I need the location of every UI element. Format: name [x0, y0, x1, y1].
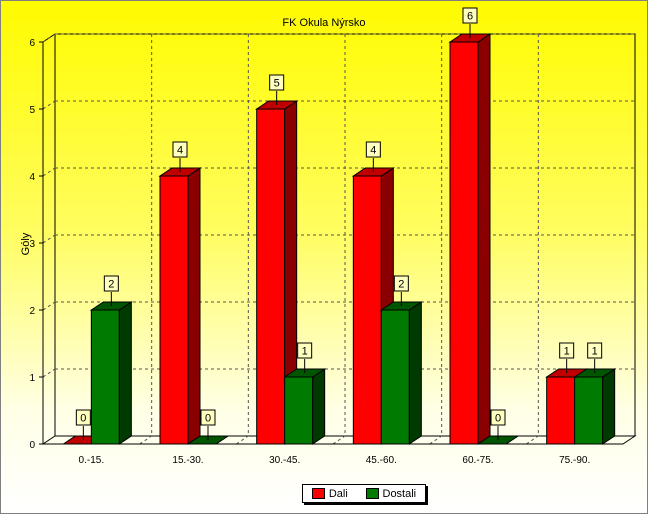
bar-side	[312, 368, 326, 445]
gridline-side	[42, 234, 56, 244]
bar-front	[256, 108, 286, 445]
data-label: 4	[177, 145, 183, 157]
data-label-box	[587, 342, 603, 359]
y-tick-label: 1	[29, 373, 35, 384]
chart-title: FK Okula Nýrsko	[282, 17, 365, 29]
data-label: 1	[564, 346, 570, 358]
x-tick-label: 0.-15.	[79, 455, 105, 466]
data-label-box	[297, 342, 313, 359]
gridline-side	[42, 100, 56, 110]
bar-dostali	[379, 301, 423, 445]
bar-dali	[448, 33, 492, 445]
data-label-box	[172, 141, 188, 158]
gridline-floor	[429, 435, 442, 445]
y-axis-label: Góly	[20, 232, 32, 255]
y-tick-label: 4	[29, 172, 35, 183]
data-label: 2	[398, 279, 404, 291]
data-label-box	[75, 409, 91, 426]
bar-side	[477, 33, 491, 445]
bar-front	[449, 41, 479, 445]
gridline-side	[42, 33, 56, 43]
data-label: 2	[108, 279, 114, 291]
data-label-box	[462, 7, 478, 24]
x-tick-label: 75.-90.	[559, 455, 590, 466]
x-tick-label: 30.-45.	[269, 455, 300, 466]
bar-dostali	[283, 368, 327, 445]
y-tick-label: 2	[29, 306, 35, 317]
legend-swatch-dali	[311, 488, 325, 499]
bar-front	[380, 309, 410, 445]
gridline-floor	[332, 435, 346, 445]
gridline-side	[42, 301, 56, 311]
y-tick-label: 0	[29, 440, 35, 451]
data-label: 0	[205, 413, 211, 425]
bar-front	[284, 376, 314, 445]
legend-item-dostali: Dostali	[365, 487, 417, 500]
bar-front	[546, 376, 576, 445]
x-tick-label: 15.-30.	[172, 455, 203, 466]
bar-front	[574, 376, 604, 445]
gridline-side	[42, 368, 56, 378]
data-label: 1	[302, 346, 308, 358]
data-label: 4	[370, 145, 376, 157]
legend-item-dali: Dali	[311, 487, 348, 500]
data-label: 6	[467, 11, 473, 23]
x-tick-label: 45.-60.	[366, 455, 397, 466]
x-tick-label: 60.-75.	[462, 455, 493, 466]
data-label: 0	[495, 413, 501, 425]
bar-dali	[255, 100, 299, 445]
gridline-floor	[526, 435, 539, 445]
data-label: 0	[80, 413, 86, 425]
bar-side	[118, 301, 132, 445]
data-label-box	[103, 275, 119, 292]
legend: Dali Dostali	[302, 484, 426, 503]
bar-front	[90, 309, 120, 445]
data-label-box	[200, 409, 216, 426]
data-label: 1	[592, 346, 598, 358]
bar-front	[352, 175, 382, 445]
data-label-box	[365, 141, 381, 158]
data-label: 5	[274, 78, 280, 90]
data-label-box	[490, 409, 506, 426]
y-tick-label: 6	[29, 38, 35, 49]
bar-dali	[158, 167, 202, 445]
gridline-floor	[139, 435, 152, 445]
legend-label-dali: Dali	[328, 487, 348, 500]
bar-side	[187, 167, 201, 445]
bar-front	[159, 175, 189, 445]
y-tick-label: 5	[29, 105, 35, 116]
bar-dostali	[573, 368, 617, 445]
data-label-box	[559, 342, 575, 359]
gridline-side	[42, 167, 56, 177]
bar-dostali	[89, 301, 133, 445]
data-label-box	[269, 74, 285, 91]
legend-label-dostali: Dostali	[382, 487, 417, 500]
bar-side	[408, 301, 422, 445]
data-label-box	[393, 275, 409, 292]
bar-side	[602, 368, 616, 445]
gridline-floor	[236, 435, 249, 445]
legend-swatch-dostali	[365, 488, 379, 499]
y-tick-label: 3	[29, 239, 35, 250]
